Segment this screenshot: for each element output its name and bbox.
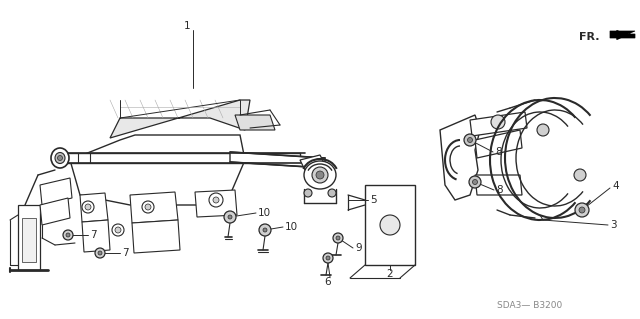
Circle shape (336, 236, 340, 240)
Polygon shape (610, 32, 630, 35)
Polygon shape (132, 220, 180, 253)
Polygon shape (82, 220, 110, 252)
Text: 1: 1 (184, 21, 190, 31)
Circle shape (333, 233, 343, 243)
Circle shape (537, 124, 549, 136)
Circle shape (98, 251, 102, 255)
Polygon shape (195, 190, 237, 217)
Circle shape (209, 193, 223, 207)
Ellipse shape (58, 155, 63, 160)
Polygon shape (130, 192, 178, 223)
Polygon shape (470, 112, 527, 136)
Text: 10: 10 (285, 222, 298, 232)
Polygon shape (22, 218, 36, 262)
Circle shape (491, 115, 505, 129)
Circle shape (228, 215, 232, 219)
Circle shape (85, 204, 91, 210)
Text: SDA3— B3200: SDA3— B3200 (497, 300, 563, 309)
Polygon shape (18, 205, 40, 270)
Circle shape (259, 224, 271, 236)
Circle shape (469, 176, 481, 188)
Polygon shape (60, 153, 300, 163)
Text: 5: 5 (370, 195, 376, 205)
Circle shape (115, 227, 121, 233)
Circle shape (82, 201, 94, 213)
Circle shape (224, 211, 236, 223)
Ellipse shape (51, 148, 69, 168)
Circle shape (328, 189, 336, 197)
Ellipse shape (304, 161, 336, 189)
Text: 8: 8 (496, 185, 502, 195)
Circle shape (66, 233, 70, 237)
Polygon shape (70, 135, 245, 205)
Ellipse shape (55, 152, 65, 164)
Polygon shape (475, 130, 522, 158)
Circle shape (304, 189, 312, 197)
Text: 7: 7 (122, 248, 129, 258)
Polygon shape (610, 31, 635, 38)
Circle shape (213, 197, 219, 203)
Polygon shape (235, 115, 275, 130)
Circle shape (575, 203, 589, 217)
Polygon shape (40, 178, 72, 205)
Circle shape (263, 228, 267, 232)
Text: 7: 7 (90, 230, 97, 240)
Polygon shape (300, 155, 325, 170)
Circle shape (574, 169, 586, 181)
Polygon shape (110, 100, 250, 138)
Text: 2: 2 (387, 269, 394, 279)
Circle shape (326, 256, 330, 260)
Polygon shape (475, 175, 522, 195)
Polygon shape (40, 198, 70, 225)
Circle shape (472, 180, 477, 184)
Text: 4: 4 (612, 181, 619, 191)
Circle shape (95, 248, 105, 258)
Circle shape (380, 215, 400, 235)
Circle shape (312, 167, 328, 183)
Circle shape (467, 137, 472, 143)
Text: FR.: FR. (579, 32, 600, 42)
Circle shape (316, 171, 324, 179)
Circle shape (142, 201, 154, 213)
Text: 8: 8 (495, 147, 502, 157)
Polygon shape (80, 193, 108, 222)
Circle shape (145, 204, 151, 210)
Circle shape (323, 253, 333, 263)
Circle shape (112, 224, 124, 236)
Polygon shape (440, 115, 480, 200)
Text: 3: 3 (610, 220, 616, 230)
Polygon shape (230, 152, 325, 168)
Circle shape (464, 134, 476, 146)
Text: 6: 6 (324, 277, 332, 287)
Text: 9: 9 (355, 243, 362, 253)
Text: 10: 10 (258, 208, 271, 218)
Polygon shape (365, 185, 415, 265)
Circle shape (579, 207, 585, 213)
Circle shape (63, 230, 73, 240)
